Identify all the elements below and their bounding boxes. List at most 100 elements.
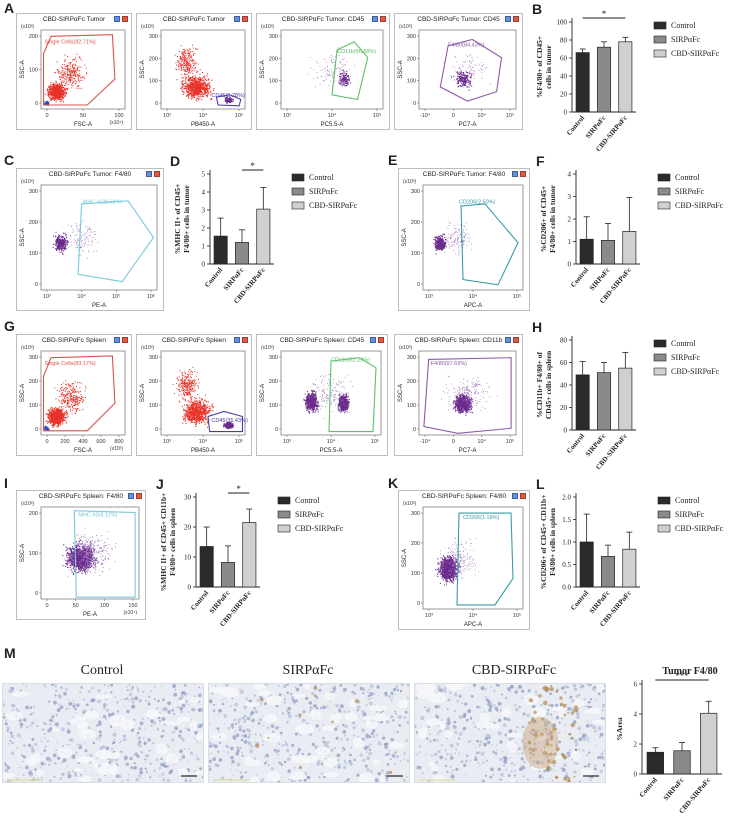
gate-polygon[interactable] [423, 357, 512, 434]
y-axis-label: %CD206+ of CD45+ CD11b+ [539, 495, 548, 590]
flow-plot-title: CBD-SIRPαFc Spleen [161, 337, 227, 344]
legend-label: CBD-SIRPαFc [671, 49, 720, 58]
y-axis-label: F4/80+ cells in tumor [182, 184, 191, 252]
x-tick-label: 10³ [163, 439, 171, 445]
y-axis-label: F4/80+ cells in spleen [548, 507, 557, 576]
x-tick-label: 150 [128, 603, 137, 609]
y-tick-label: 0 [568, 261, 572, 269]
gate-polygon[interactable] [207, 410, 244, 433]
y-axis-label: SSC-A [398, 384, 404, 402]
legend-label: SIRPαFc [675, 187, 705, 196]
x-tick-label: 10³ [425, 613, 433, 619]
y-tick-label: 1.5 [562, 516, 571, 524]
gate-polygon[interactable] [42, 34, 116, 106]
legend-label: Control [675, 496, 700, 505]
gate-polygon[interactable] [331, 41, 369, 101]
legend-swatch [653, 339, 667, 348]
chart-panel-letter: B [532, 1, 542, 17]
gate-polygon[interactable] [460, 203, 519, 286]
flow-plot-k: CBD-SIRPαFc Spleen: F4/80 10³ 10⁴ 10⁵ 0 100 20… [398, 490, 530, 630]
chart-panel-letter: D [170, 153, 180, 169]
bar-cbdsirpfc [622, 548, 637, 588]
gate-polygon[interactable] [42, 355, 116, 432]
window-controls [372, 16, 386, 22]
flow-plot-canvas: 10³ 10⁴ 10⁵ 0 100 200 300 PB450-A SSC-A (x10³) CD4… [140, 345, 248, 454]
y-tick-label: 300 [29, 355, 38, 361]
significance-label: * [236, 484, 241, 494]
legend-label: Control [295, 496, 320, 505]
x-tick-label: -10⁴ [420, 112, 431, 119]
gate-polygon[interactable] [215, 94, 242, 107]
close-icon [380, 16, 386, 22]
y-tick-label: 20 [560, 404, 568, 412]
bar-sirpfc [673, 750, 691, 775]
y-tick-label: 200 [411, 541, 420, 547]
close-icon [520, 493, 526, 499]
y-tick-label: 0 [35, 282, 38, 288]
y-tick-label: 300 [269, 34, 278, 40]
restore-icon [505, 16, 511, 22]
x-axis-label: PC7-A [459, 122, 477, 128]
legend-label: Control [675, 173, 700, 182]
flow-plot-canvas: 10³ 10⁴ 10⁵ 0 100 200 300 APC-A SSC-A (x10³) CD206… [402, 501, 524, 628]
flow-plot-canvas: -10⁴ 0 10⁴ 10⁵ 0 100 200 300 PC7-A SSC-A (x10³) F4/… [398, 24, 517, 128]
bar-cbdsirpfc [242, 522, 257, 588]
y-axis-label: SSC-A [140, 60, 146, 78]
x-tick-label: 100 [114, 113, 123, 119]
bar-cbdsirpfc [622, 231, 637, 265]
legend-swatch [657, 173, 671, 182]
gate-polygon[interactable] [439, 38, 503, 102]
legend-swatch [653, 21, 667, 30]
y-tick-label: 300 [411, 511, 420, 517]
y-unit-label: (x10³) [141, 345, 154, 351]
close-icon [242, 16, 248, 22]
y-axis-label: F4/80+ cells in tumor [548, 184, 557, 252]
close-icon [513, 337, 519, 343]
y-tick-label: 2 [202, 225, 206, 233]
close-icon [122, 337, 128, 343]
bar-sirpfc [601, 556, 615, 588]
flow-plot-title: CBD-SIRPαFc Spleen: CD45 [279, 337, 365, 344]
flow-plot-title: CBD-SIRPαFc Tumor: F4/80 [48, 171, 132, 178]
y-tick-label: 100 [407, 403, 416, 409]
bar-cbdsirpfc [700, 712, 718, 775]
x-tick-label: 50 [80, 113, 86, 119]
y-tick-label: 200 [29, 379, 38, 385]
panel-letter-i: I [4, 475, 8, 491]
y-tick-label: 200 [29, 220, 38, 226]
gate-polygon[interactable] [73, 510, 136, 598]
window-controls [370, 337, 384, 343]
x-axis-label: PE-A [83, 612, 97, 618]
gate-polygon[interactable] [456, 512, 514, 606]
y-axis-label: %CD206+ of CD45+ [539, 186, 548, 252]
x-tick-label: 10⁵ [506, 438, 514, 445]
y-tick-label: 80 [560, 37, 568, 45]
x-tick-label: Control [189, 589, 210, 612]
x-axis-label: APC-A [464, 622, 482, 628]
x-unit-label: (x10⁴) [123, 610, 137, 616]
y-tick-label: 300 [29, 189, 38, 195]
close-icon [122, 16, 128, 22]
legend-label: CBD-SIRPαFc [675, 201, 724, 210]
y-axis-label: %F4/80+ of CD45+ [535, 36, 544, 98]
gate-polygon[interactable] [328, 357, 377, 433]
y-tick-label: 300 [269, 355, 278, 361]
x-tick-label: 10⁴ [77, 293, 86, 300]
window-controls [128, 493, 142, 499]
x-tick-label: 10⁴ [477, 112, 486, 119]
x-tick-label: 10⁵ [513, 612, 521, 619]
y-tick-label: 100 [269, 403, 278, 409]
bar-control [575, 52, 590, 113]
y-tick-label: 60 [560, 55, 568, 63]
bar-control [579, 238, 594, 265]
gate-polygon[interactable] [77, 200, 155, 283]
flow-plot-g2: CBD-SIRPαFc Spleen 10³ 10⁴ 10⁵ 0 100 200 300 PB4… [136, 334, 252, 456]
window-controls [505, 16, 519, 22]
y-axis-label: SSC-A [140, 384, 146, 402]
y-tick-label: 4 [202, 189, 206, 197]
flow-plot-canvas: 10³ 10⁴ 10⁵ 10⁶ 0 100 200 300 PE-A SSC-A (x10³) MHC… [20, 179, 158, 309]
chart-panel-letter: H [532, 319, 542, 335]
x-tick-label: 10⁵ [506, 112, 514, 119]
restore-icon [505, 337, 511, 343]
